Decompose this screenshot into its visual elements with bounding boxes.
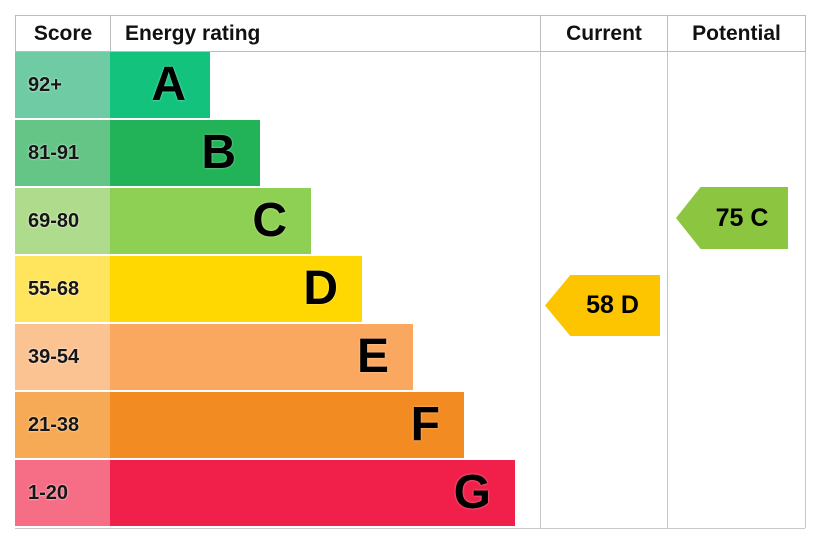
- header-potential: Potential: [667, 15, 806, 52]
- current-column-divider: [540, 52, 541, 528]
- rating-row-e: 39-54 E: [15, 324, 545, 392]
- table-bottom-border: [15, 528, 805, 529]
- potential-rating-arrow: 75 C: [676, 187, 788, 249]
- rating-bar: F: [110, 392, 464, 458]
- rating-row-f: 21-38 F: [15, 392, 545, 460]
- grade-letter: G: [453, 466, 491, 519]
- rating-row-c: 69-80 C: [15, 188, 545, 256]
- grade-letter: A: [151, 58, 186, 111]
- potential-column-divider: [667, 52, 668, 528]
- score-range: 39-54: [15, 324, 110, 390]
- score-range: 55-68: [15, 256, 110, 322]
- rating-bar: G: [110, 460, 515, 526]
- grade-letter: E: [356, 330, 389, 383]
- rating-row-a: 92+ A: [15, 52, 545, 120]
- rating-row-d: 55-68 D: [15, 256, 545, 324]
- rating-bar: D: [110, 256, 362, 322]
- grade-letter: B: [201, 126, 236, 179]
- table-right-border: [805, 52, 806, 528]
- current-rating-arrow: 58 D: [545, 275, 660, 336]
- rating-bar: E: [110, 324, 413, 390]
- rating-bar: C: [110, 188, 311, 254]
- score-range: 92+: [15, 52, 110, 118]
- score-range: 21-38: [15, 392, 110, 458]
- score-range: 81-91: [15, 120, 110, 186]
- rating-bar: A: [110, 52, 210, 118]
- header-energy-rating: Energy rating: [110, 15, 541, 52]
- grade-letter: D: [303, 262, 338, 315]
- score-range: 69-80: [15, 188, 110, 254]
- rating-row-b: 81-91 B: [15, 120, 545, 188]
- grade-letter: F: [410, 398, 440, 451]
- rating-row-g: 1-20 G: [15, 460, 545, 528]
- header-score: Score: [15, 15, 111, 52]
- score-range: 1-20: [15, 460, 110, 526]
- header-current: Current: [540, 15, 668, 52]
- grade-letter: C: [252, 194, 287, 247]
- rating-bands: 92+ A 81-91 B 69-80 C 55-68 D 39-54 E 21-38 F 1-20 G: [15, 52, 545, 528]
- rating-bar: B: [110, 120, 260, 186]
